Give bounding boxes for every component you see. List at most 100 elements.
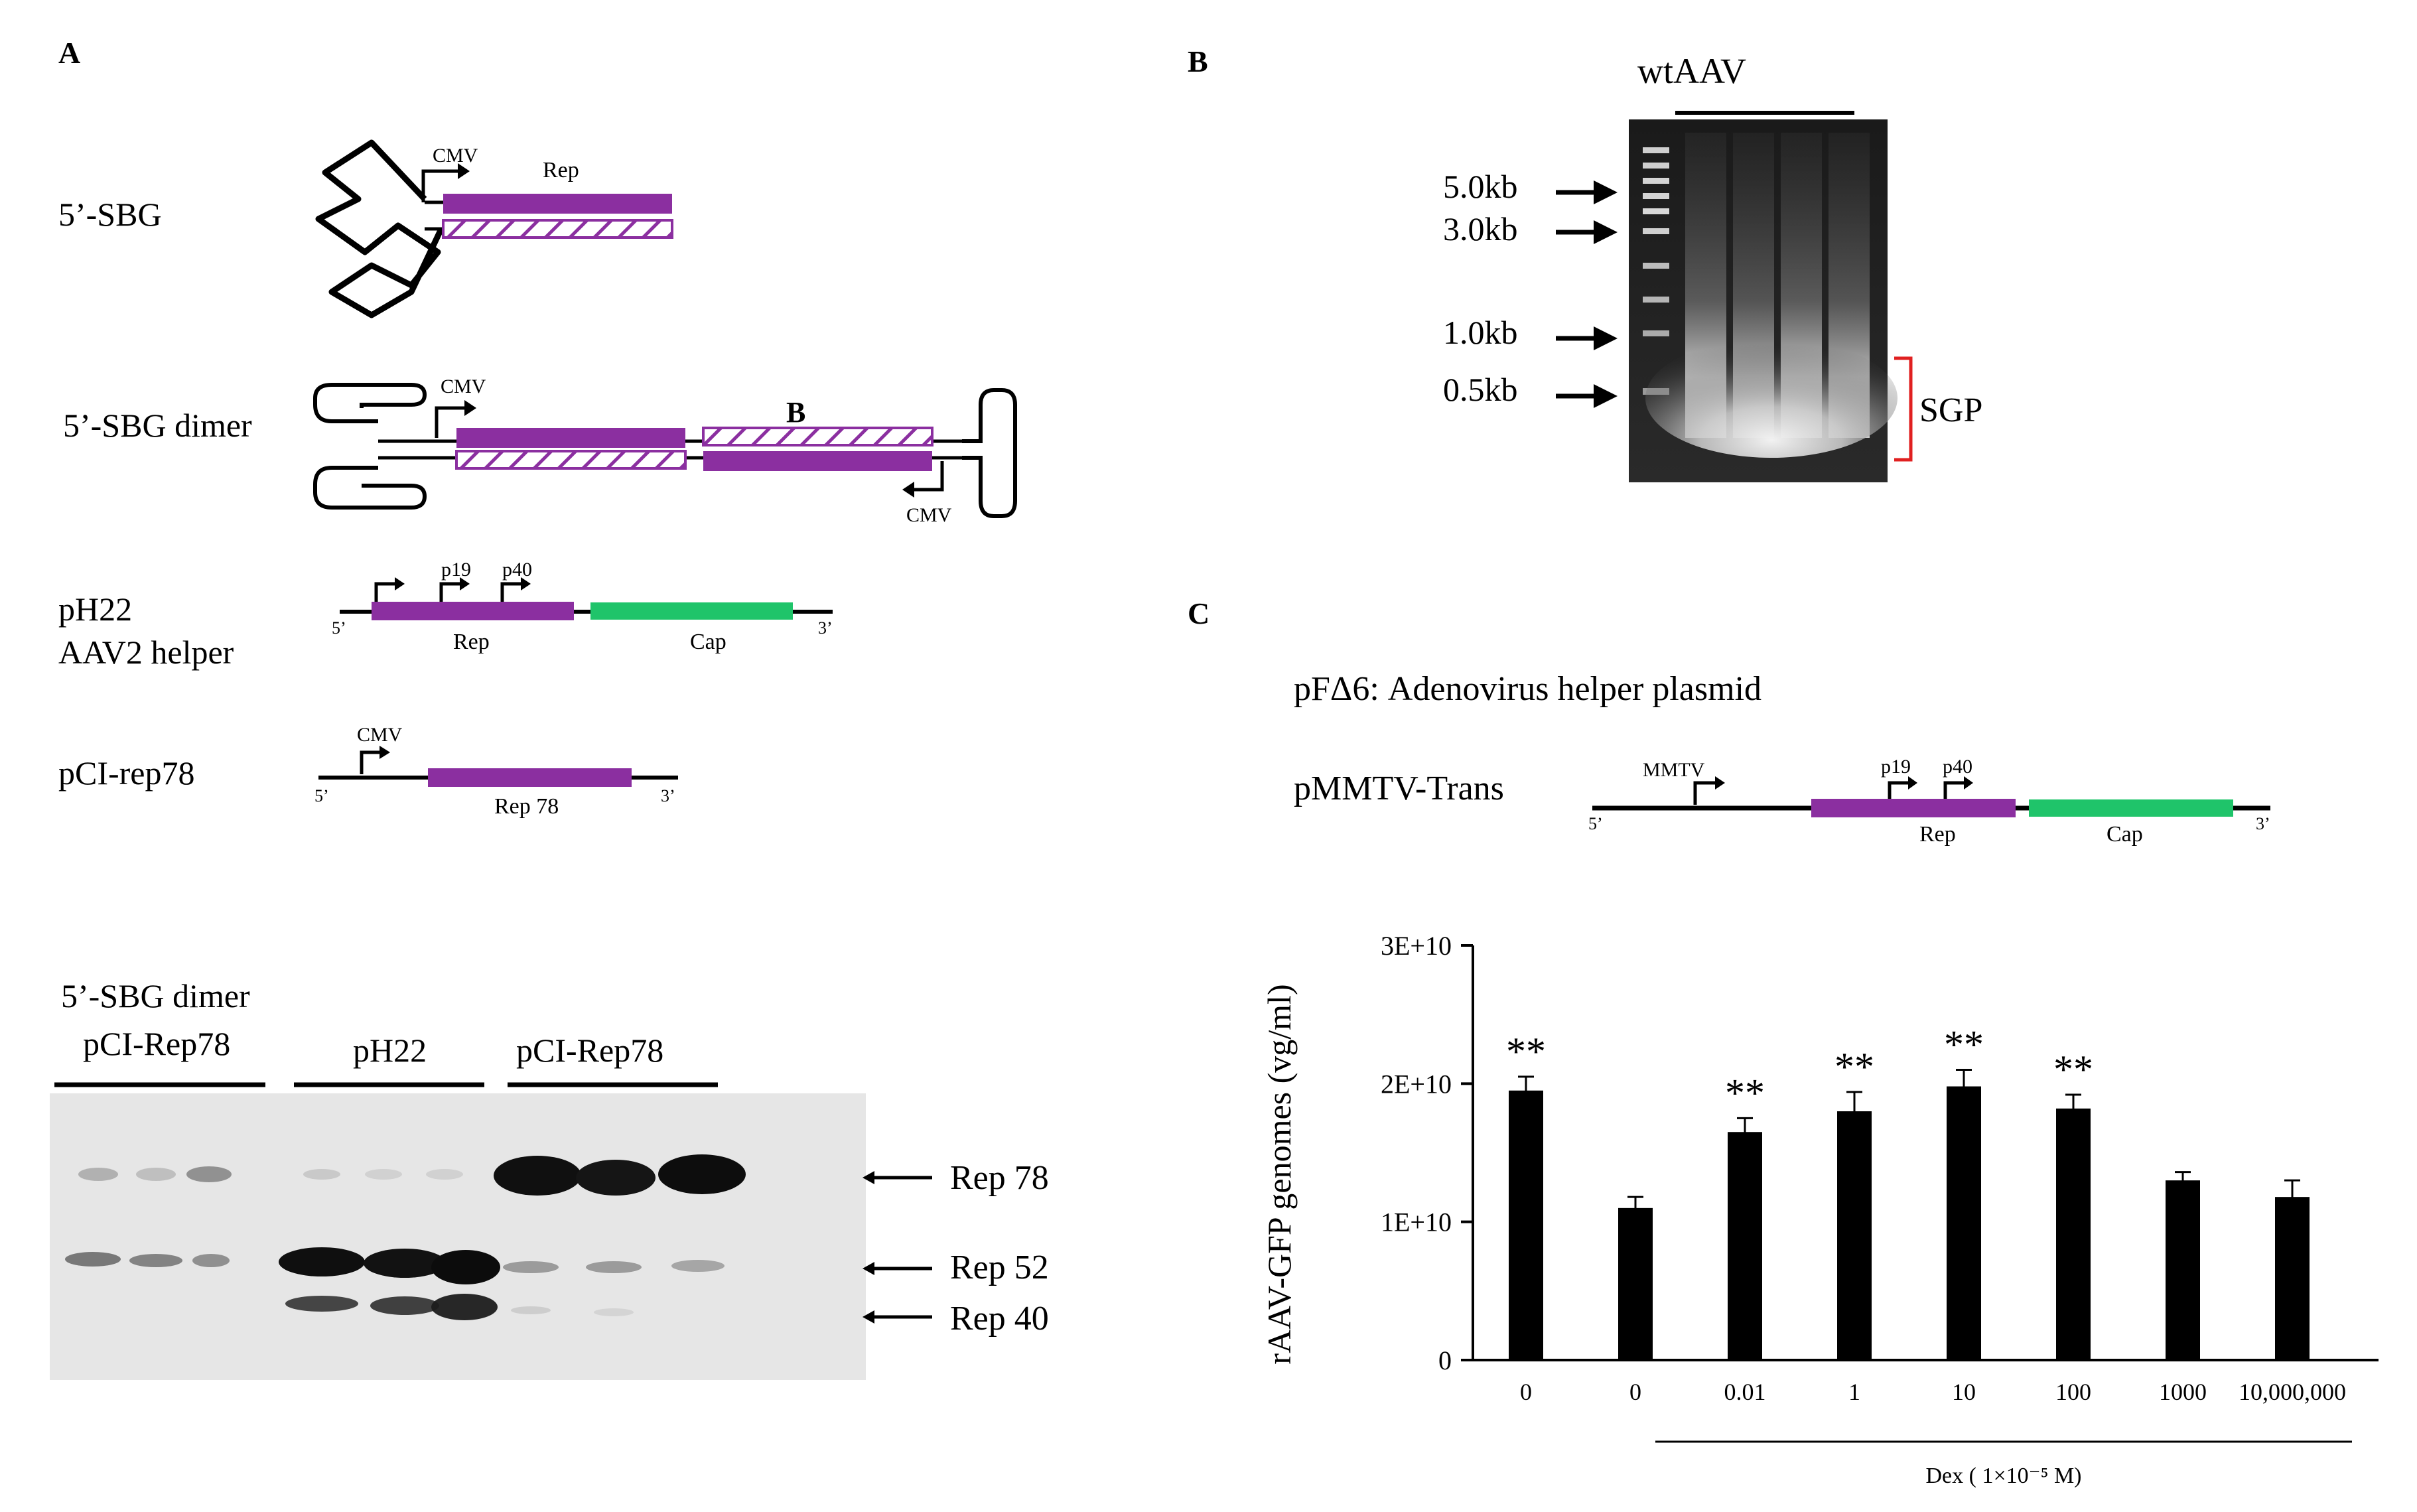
band-rep52-lane8: [586, 1261, 642, 1273]
dimer-cmv-left-arrowhead: [464, 400, 476, 416]
band-rep52-lane1: [65, 1252, 121, 1267]
pci-rep78-construct: pCI-rep78 CMV 5’ 3’ Rep 78: [58, 724, 678, 819]
panel-a-label: A: [58, 36, 80, 70]
blot-group1-line2: pCI-Rep78: [83, 1025, 230, 1062]
panel-b: B wtAAV 5.0kb 3.0kb 1.0kb 0.5kb: [1188, 44, 1982, 482]
pci-cmv-arrowhead: [380, 746, 390, 759]
band-rep52-lane2: [129, 1254, 182, 1267]
band-rep40-lane6: [431, 1294, 498, 1320]
band-rep40-lane4: [285, 1296, 358, 1312]
pci-rep78-bar: [428, 768, 632, 787]
band-rep52-lane6: [431, 1250, 500, 1284]
ph22-rep-label: Rep: [453, 630, 490, 654]
chart-y-ticks: 0 1E+10 2E+10 3E+10: [1381, 931, 1473, 1375]
dimer-b-mark: B: [786, 396, 805, 429]
dimer-cmv-right-arrowhead: [902, 482, 914, 498]
band-rep78-lane3: [186, 1166, 232, 1182]
x-tick-label: 1000: [2159, 1379, 2207, 1405]
sbg-rep-label: Rep: [543, 158, 579, 182]
pmmtv-trans-construct: pMMTV-Trans MMTV p19 p40 5’ 3’ Rep Cap: [1294, 756, 2270, 847]
band-label-rep52: Rep 52: [950, 1249, 1049, 1286]
y-tick-label: 2E+10: [1381, 1069, 1452, 1099]
bar: [2166, 1180, 2200, 1360]
band-rep40-lane8: [594, 1308, 634, 1316]
ladder-band: [1643, 178, 1669, 184]
ph22-name-line2: AAV2 helper: [58, 634, 234, 671]
pmmtv-p40-label: p40: [1943, 756, 1972, 778]
gel-lane-header: wtAAV: [1637, 51, 1746, 91]
blot-group1-line1: 5’-SBG dimer: [61, 977, 250, 1014]
panel-c: C pFΔ6: Adenovirus helper plasmid pMMTV-…: [1188, 596, 2379, 1488]
ph22-p5-arrowhead: [395, 577, 405, 590]
y-tick-label: 0: [1438, 1345, 1452, 1375]
panel-c-label: C: [1188, 596, 1209, 630]
chart-bars: 0 ** 0 0.01 ** 1 ** 10 ** 100 ** 1000 10,000,000: [1506, 1023, 2346, 1406]
sgp-label: SGP: [1919, 391, 1982, 429]
significance-label: **: [1944, 1023, 1984, 1067]
ph22-p5-arrow: [374, 582, 395, 602]
ladder-band: [1643, 228, 1669, 234]
x-tick-label: 100: [2055, 1379, 2091, 1405]
marker-arrowhead-1kb: [1594, 326, 1618, 350]
marker-label-0-5kb: 0.5kb: [1443, 371, 1518, 408]
pci-cmv-arrow: [360, 750, 380, 774]
ph22-3-end: 3’: [818, 618, 833, 638]
bar: [2275, 1197, 2310, 1360]
y-tick-label: 1E+10: [1381, 1207, 1452, 1237]
band-rep78-lane2: [136, 1168, 176, 1181]
sbg-dimer-construct: 5’-SBG dimer CMV B CMV: [63, 376, 1017, 526]
marker-arrowhead-3kb: [1594, 220, 1618, 244]
band-rep40-lane7: [511, 1306, 551, 1314]
dimer-rep-bar-1: [456, 428, 685, 448]
rep40-arrowhead: [863, 1310, 874, 1324]
dimer-cmv-left-arrow: [435, 406, 464, 438]
dimer-cmv-left-label: CMV: [441, 376, 486, 397]
ladder-band: [1643, 208, 1669, 214]
band-rep78-lane7: [494, 1156, 581, 1196]
bar: [1947, 1086, 1981, 1360]
western-blot: 5’-SBG dimer pCI-Rep78 pH22 pCI-Rep78: [50, 977, 1049, 1380]
pmmtv-p40-arrow: [1943, 781, 1964, 799]
x-tick-label: 0: [1520, 1379, 1532, 1405]
panel-b-label: B: [1188, 44, 1208, 78]
bar: [1509, 1090, 1543, 1360]
pmmtv-p40-arrowhead: [1964, 776, 1973, 790]
pmmtv-rep-bar: [1811, 799, 2016, 817]
pmmtv-mmtv-arrowhead: [1715, 776, 1725, 790]
marker-label-5kb: 5.0kb: [1443, 168, 1518, 205]
x-tick-label: 10,000,000: [2239, 1379, 2346, 1405]
band-rep78-lane1: [78, 1168, 118, 1181]
ph22-rep-bar: [372, 602, 574, 620]
pci-name: pCI-rep78: [58, 754, 195, 791]
ph22-construct: pH22 AAV2 helper p19 p40 5’ 3’ Rep Cap: [58, 559, 833, 671]
pmmtv-rep-label: Rep: [1919, 822, 1956, 847]
pmmtv-mmtv-label: MMTV: [1643, 759, 1705, 781]
dimer-left-hairpin: [313, 383, 427, 510]
panel-a: A 5’-SBG CMV Rep 5’-SBG dimer CMV: [50, 36, 1049, 1380]
pmmtv-5-end: 5’: [1588, 814, 1603, 833]
dimer-cmv-right-label: CMV: [906, 504, 952, 526]
blot-membrane: [50, 1093, 866, 1380]
band-label-rep78: Rep 78: [950, 1159, 1049, 1197]
dimer-cmv-right-arrow: [914, 461, 944, 492]
pmmtv-cap-bar: [2029, 799, 2233, 817]
ph22-p40-arrowhead: [521, 577, 531, 590]
pmmtv-p19-label: p19: [1881, 756, 1911, 778]
pci-5-end: 5’: [314, 786, 329, 805]
sbg-construct: 5’-SBG CMV Rep: [58, 139, 673, 318]
band-rep78-lane6: [426, 1169, 463, 1180]
sbg-cmv-arrowhead: [458, 163, 470, 179]
significance-label: **: [2053, 1048, 2093, 1091]
marker-arrowhead-0-5kb: [1594, 384, 1618, 408]
band-rep52-lane4: [279, 1247, 365, 1276]
pmmtv-mmtv-arrow: [1693, 781, 1715, 805]
sbg-name: 5’-SBG: [58, 196, 162, 233]
marker-label-3kb: 3.0kb: [1443, 210, 1518, 247]
bar: [1728, 1132, 1762, 1360]
band-rep52-lane5: [364, 1249, 446, 1278]
chart-ylabel: rAAV-GFP genomes (vg/ml): [1261, 984, 1298, 1364]
pmmtv-p19-arrowhead: [1908, 776, 1917, 790]
pci-3-end: 3’: [661, 786, 675, 805]
band-rep78-lane5: [365, 1169, 402, 1180]
